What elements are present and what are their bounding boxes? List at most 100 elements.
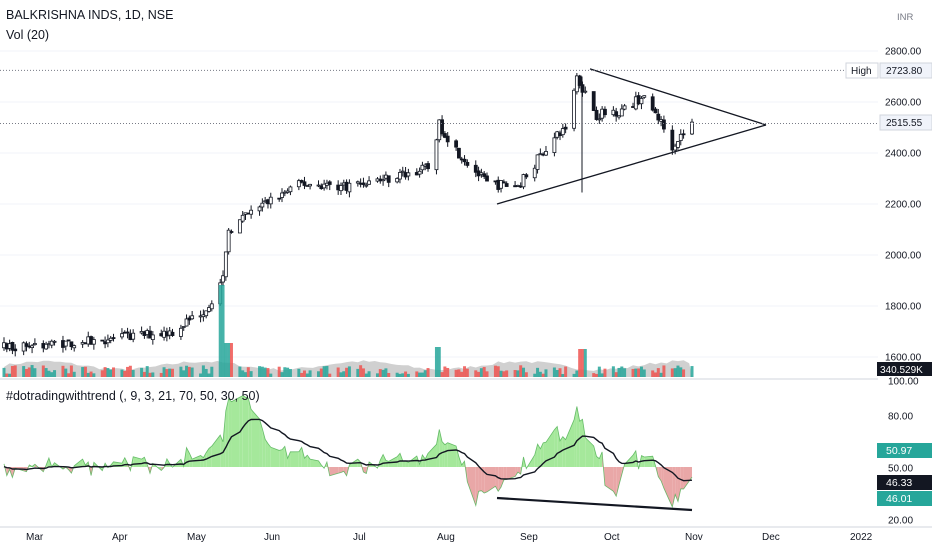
candle-body — [642, 95, 647, 98]
indicator-fill — [498, 467, 502, 492]
indicator-fill — [228, 398, 232, 467]
volume-bar — [477, 371, 481, 377]
candle-body — [190, 315, 195, 320]
indicator-fill — [680, 467, 684, 490]
price-tick-label: 2600.00 — [885, 98, 922, 109]
volume-bar — [53, 370, 57, 377]
volume-bar — [244, 372, 248, 377]
candle-body — [260, 202, 265, 208]
volume-bar — [199, 373, 203, 377]
indicator-tag-dark2-box — [877, 491, 932, 506]
candle-body — [355, 181, 360, 184]
volume-bar — [575, 370, 579, 377]
volume-bar — [364, 373, 368, 377]
volume-bar — [395, 372, 399, 377]
indicator-fill — [343, 467, 347, 476]
volume-bar — [145, 366, 149, 377]
candle-body — [678, 133, 683, 141]
indicator-fill — [515, 467, 518, 477]
indicator-fill — [506, 467, 516, 480]
volume-bar — [381, 369, 385, 377]
trendline-lower — [496, 124, 767, 205]
candle-body — [381, 179, 386, 182]
price-tick-label: 2800.00 — [885, 47, 922, 58]
volume-bar — [662, 365, 666, 377]
volume-bar — [241, 370, 245, 377]
indicator-fill — [444, 442, 448, 467]
volume-bar — [64, 368, 68, 377]
volume-bar — [207, 373, 211, 377]
volume-bar — [162, 367, 166, 377]
indicator-fill — [534, 444, 538, 467]
candle-body — [223, 251, 228, 278]
candle-body — [257, 206, 262, 212]
indicator-fill — [282, 446, 285, 467]
volume-bar — [356, 368, 360, 377]
volume-bar — [325, 365, 329, 377]
volume-bar — [614, 372, 618, 377]
indicator-fill — [585, 437, 594, 467]
volume-bar — [83, 366, 87, 377]
candle-body — [327, 181, 332, 185]
volume-bar — [670, 368, 674, 377]
volume-bar — [221, 285, 225, 377]
volume-bar — [398, 373, 402, 377]
volume-bar — [297, 368, 301, 377]
volume-bar — [446, 367, 450, 377]
candle-body — [577, 75, 582, 86]
indicator-fill — [478, 467, 482, 492]
volume-bar — [401, 373, 405, 377]
volume-bar — [131, 370, 135, 377]
candle-body — [591, 91, 596, 111]
volume-bar — [286, 367, 290, 377]
candle-body — [364, 184, 369, 187]
volume-bar — [524, 372, 528, 377]
volume-bar — [10, 365, 14, 377]
indicator-fill — [304, 455, 308, 467]
candle-body — [221, 275, 225, 283]
candle-body — [386, 175, 391, 183]
indicator-fill — [613, 467, 617, 497]
indicator-fill — [683, 467, 692, 490]
indicator-fill — [540, 442, 544, 467]
indicator-fill — [189, 452, 193, 467]
indicator-fill — [537, 444, 541, 467]
indicator-fill — [644, 456, 653, 467]
candle-body — [572, 89, 576, 129]
candle-body — [597, 118, 602, 121]
candle-body — [63, 340, 68, 347]
volume-bar — [30, 365, 34, 377]
volume-bar — [50, 372, 54, 377]
volume-bar — [61, 365, 65, 377]
high-tag: 2723.80 — [886, 66, 923, 77]
candle-body — [406, 172, 411, 177]
candle-body — [181, 326, 186, 328]
indicator-fill — [487, 467, 496, 492]
candle-body — [209, 303, 214, 310]
volume-bar — [519, 365, 523, 377]
volume-bar — [238, 366, 242, 377]
candle-body — [120, 333, 124, 338]
candle-body — [72, 345, 77, 349]
indicator-fill — [616, 467, 619, 497]
volume-bar — [342, 371, 346, 377]
indicator-fill — [279, 449, 283, 467]
volume-bar — [81, 367, 85, 377]
time-axis-label: Nov — [685, 532, 703, 543]
volume-bar — [474, 370, 478, 377]
volume-bar — [679, 367, 683, 377]
indicator-fill — [338, 467, 341, 474]
volume-bar — [33, 368, 37, 377]
indicator-fill — [290, 451, 299, 467]
volume-bar — [92, 373, 96, 377]
price-tick-label: 2200.00 — [885, 200, 922, 211]
time-axis-label: Sep — [520, 532, 538, 543]
indicator-fill — [663, 467, 673, 507]
candle-body — [442, 133, 447, 138]
volume-bar — [595, 373, 599, 377]
indicator-fill — [239, 395, 243, 467]
candle-body — [521, 174, 526, 188]
volume-bar — [493, 365, 497, 377]
volume-bar — [305, 373, 309, 377]
